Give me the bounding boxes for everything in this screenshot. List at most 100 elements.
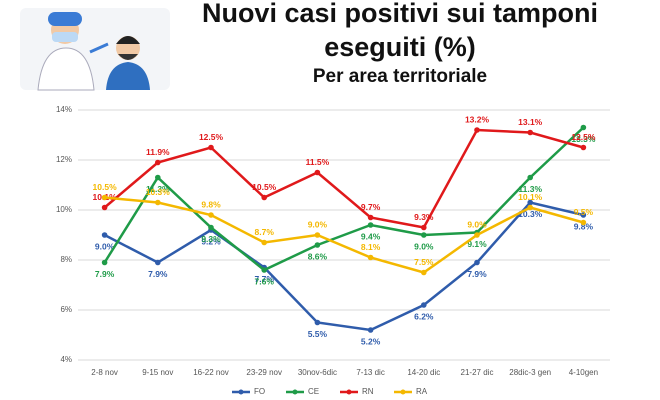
y-tick-label: 4% xyxy=(60,355,72,364)
data-point xyxy=(261,267,268,273)
data-label: 11.3% xyxy=(146,184,170,194)
x-tick-label: 7-13 dic xyxy=(356,368,384,377)
data-label: 9.0% xyxy=(308,219,328,229)
data-point xyxy=(155,259,161,266)
y-tick-label: 8% xyxy=(60,255,72,264)
chart-subtitle: Per area territoriale xyxy=(312,66,488,87)
data-point xyxy=(101,259,108,266)
data-label: 5.5% xyxy=(308,329,328,339)
data-point xyxy=(421,269,427,276)
data-point xyxy=(580,219,587,226)
x-tick-label: 4-10gen xyxy=(569,368,598,377)
x-tick-label: 28dic-3 gen xyxy=(509,368,551,377)
data-point xyxy=(155,159,161,166)
data-point xyxy=(527,129,533,136)
data-label: 9.7% xyxy=(361,202,381,212)
legend-label: RA xyxy=(416,387,428,396)
data-point xyxy=(474,127,480,133)
legend-marker xyxy=(238,389,244,395)
data-label: 11.3% xyxy=(518,184,542,194)
data-point xyxy=(474,259,480,266)
data-label: 10.3% xyxy=(518,209,543,219)
data-label: 9.3% xyxy=(414,212,434,222)
y-tick-label: 10% xyxy=(56,205,72,214)
series-line xyxy=(103,126,585,272)
data-label: 12.5% xyxy=(199,132,224,142)
legend-label: FO xyxy=(254,387,265,396)
data-label: 11.9% xyxy=(146,147,170,157)
data-point xyxy=(580,212,587,218)
data-label: 10.3% xyxy=(146,187,171,197)
x-tick-label: 9-15 nov xyxy=(142,368,173,377)
data-point xyxy=(155,174,161,181)
data-point xyxy=(208,224,214,231)
illustration xyxy=(20,8,170,91)
data-label: 9.1% xyxy=(467,239,487,249)
data-point xyxy=(527,174,533,181)
data-label: 5.2% xyxy=(361,336,381,346)
data-point xyxy=(421,302,427,308)
data-point xyxy=(580,124,587,131)
data-point xyxy=(367,254,374,261)
legend-marker xyxy=(292,389,298,395)
data-label: 13.2% xyxy=(465,114,490,124)
data-point xyxy=(314,319,321,326)
data-label: 10.5% xyxy=(252,182,277,192)
series-line xyxy=(104,196,584,274)
data-point xyxy=(314,232,321,238)
data-label: 9.3% xyxy=(201,234,221,244)
data-point xyxy=(367,214,374,221)
data-label: 10.5% xyxy=(93,182,118,192)
data-point xyxy=(101,194,108,201)
data-point xyxy=(367,222,374,228)
x-tick-label: 2-8 nov xyxy=(91,368,118,377)
data-label: 7.9% xyxy=(467,269,487,279)
data-label: 10.1% xyxy=(518,192,543,202)
data-label: 9.0% xyxy=(414,241,434,251)
y-tick-label: 6% xyxy=(60,305,72,314)
series-line xyxy=(103,128,584,229)
data-point xyxy=(314,242,321,248)
y-tick-label: 12% xyxy=(56,155,72,164)
data-point xyxy=(314,169,321,176)
x-tick-label: 21-27 dic xyxy=(461,368,494,377)
data-point xyxy=(527,199,533,206)
legend-label: RN xyxy=(362,387,374,396)
x-tick-label: 16-22 nov xyxy=(193,368,229,377)
x-tick-label: 30nov-6dic xyxy=(298,368,337,377)
data-label: 9.0% xyxy=(467,219,487,229)
data-label: 7.9% xyxy=(95,269,115,279)
legend-label: CE xyxy=(308,387,319,396)
data-label: 9.8% xyxy=(574,221,594,231)
data-point xyxy=(421,224,427,231)
data-point xyxy=(580,144,587,151)
data-label: 8.1% xyxy=(361,242,381,252)
data-label: 13.1% xyxy=(518,117,543,127)
data-point xyxy=(261,239,268,246)
data-label: 7.5% xyxy=(414,257,434,267)
data-label: 7.7% xyxy=(255,274,275,284)
data-point xyxy=(421,232,427,238)
data-point xyxy=(155,199,161,206)
data-point xyxy=(527,204,533,211)
data-label: 13.3% xyxy=(571,134,596,144)
data-point xyxy=(208,144,214,151)
data-label: 9.4% xyxy=(361,231,381,241)
data-label: 12.5% xyxy=(571,132,596,142)
y-tick-label: 14% xyxy=(56,105,72,114)
data-label: 6.2% xyxy=(414,311,434,321)
data-point xyxy=(261,194,268,201)
x-tick-label: 14-20 dic xyxy=(407,368,440,377)
legend-marker xyxy=(400,389,406,395)
data-label: 11.5% xyxy=(306,157,330,167)
data-label: 9.0% xyxy=(95,241,115,251)
data-point xyxy=(367,327,374,333)
chart-title: Nuovi casi positivi sui tamponi eseguiti… xyxy=(201,0,599,62)
data-point xyxy=(101,232,108,238)
data-label: 7.9% xyxy=(148,269,168,279)
data-label: 7.6% xyxy=(255,276,275,286)
data-point xyxy=(474,232,480,238)
data-label: 8.7% xyxy=(255,227,275,237)
